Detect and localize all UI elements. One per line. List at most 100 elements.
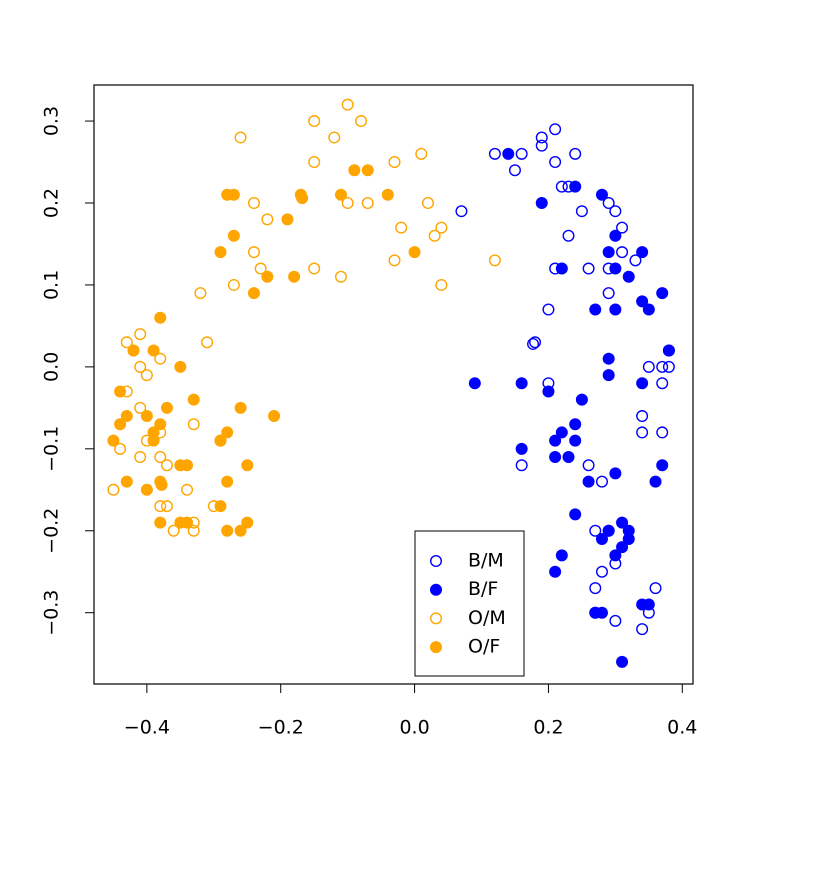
point [234, 131, 247, 144]
y-tick-label: 0.3 [41, 106, 63, 136]
point [167, 524, 180, 537]
point [656, 459, 669, 472]
point [154, 516, 167, 529]
legend-symbol [430, 612, 443, 625]
point [154, 311, 167, 324]
plot-frame [93, 84, 694, 685]
point [214, 434, 227, 447]
point [187, 418, 200, 431]
point [214, 246, 227, 259]
point [261, 270, 274, 283]
point [622, 270, 635, 283]
point [155, 478, 168, 491]
point [160, 401, 173, 414]
point [227, 278, 240, 291]
legend-label: O/F [468, 636, 500, 658]
point [134, 360, 147, 373]
point [602, 369, 615, 382]
point [609, 205, 622, 218]
point [134, 401, 147, 414]
point [227, 229, 240, 242]
point [154, 451, 167, 464]
point [609, 467, 622, 480]
point [120, 336, 133, 349]
point [595, 606, 608, 619]
point [154, 500, 167, 513]
point [555, 180, 568, 193]
point [636, 246, 649, 259]
point [361, 164, 374, 177]
point [562, 451, 575, 464]
point [194, 287, 207, 300]
point [247, 196, 260, 209]
legend-label: O/M [468, 607, 506, 629]
point [656, 426, 669, 439]
point [221, 524, 234, 537]
point [582, 459, 595, 472]
point [381, 188, 394, 201]
point [114, 418, 127, 431]
point [595, 565, 608, 578]
point [468, 377, 481, 390]
point [134, 328, 147, 341]
point [127, 344, 140, 357]
point [334, 270, 347, 283]
point [609, 614, 622, 627]
point [555, 549, 568, 562]
point [529, 336, 542, 349]
legend-label: B/M [468, 550, 504, 572]
point [214, 500, 227, 513]
point [308, 156, 321, 169]
point [154, 418, 167, 431]
point [395, 221, 408, 234]
x-tick-label: 0.2 [533, 717, 563, 739]
point [569, 418, 582, 431]
point [515, 147, 528, 160]
point [642, 360, 655, 373]
point [656, 360, 669, 373]
point [629, 254, 642, 267]
point [361, 196, 374, 209]
point [616, 541, 629, 554]
point [247, 287, 260, 300]
point [582, 475, 595, 488]
point [622, 532, 635, 545]
point [435, 221, 448, 234]
point [435, 278, 448, 291]
point [355, 115, 368, 128]
point [201, 336, 214, 349]
point [334, 188, 347, 201]
legend-symbol [430, 583, 443, 596]
point [174, 360, 187, 373]
point [114, 385, 127, 398]
point [616, 246, 629, 259]
point [241, 516, 254, 529]
point [549, 434, 562, 447]
point [308, 115, 321, 128]
point [341, 98, 354, 111]
point [589, 303, 602, 316]
point [609, 549, 622, 562]
y-tick-label: 0.2 [41, 188, 63, 218]
point [616, 221, 629, 234]
x-tick-label: 0.0 [399, 717, 429, 739]
point [636, 426, 649, 439]
legend-box [414, 530, 525, 677]
point [602, 246, 615, 259]
point [227, 188, 240, 201]
point [241, 459, 254, 472]
point [549, 565, 562, 578]
point [549, 123, 562, 136]
point [187, 524, 200, 537]
point [308, 262, 321, 275]
point [575, 205, 588, 218]
point [107, 483, 120, 496]
point [254, 262, 267, 275]
point [616, 655, 629, 668]
point [535, 131, 548, 144]
point [609, 303, 622, 316]
point [234, 401, 247, 414]
point [181, 483, 194, 496]
point [662, 344, 675, 357]
